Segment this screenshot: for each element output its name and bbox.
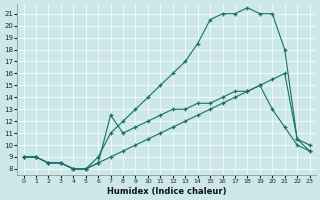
X-axis label: Humidex (Indice chaleur): Humidex (Indice chaleur) [107,187,226,196]
